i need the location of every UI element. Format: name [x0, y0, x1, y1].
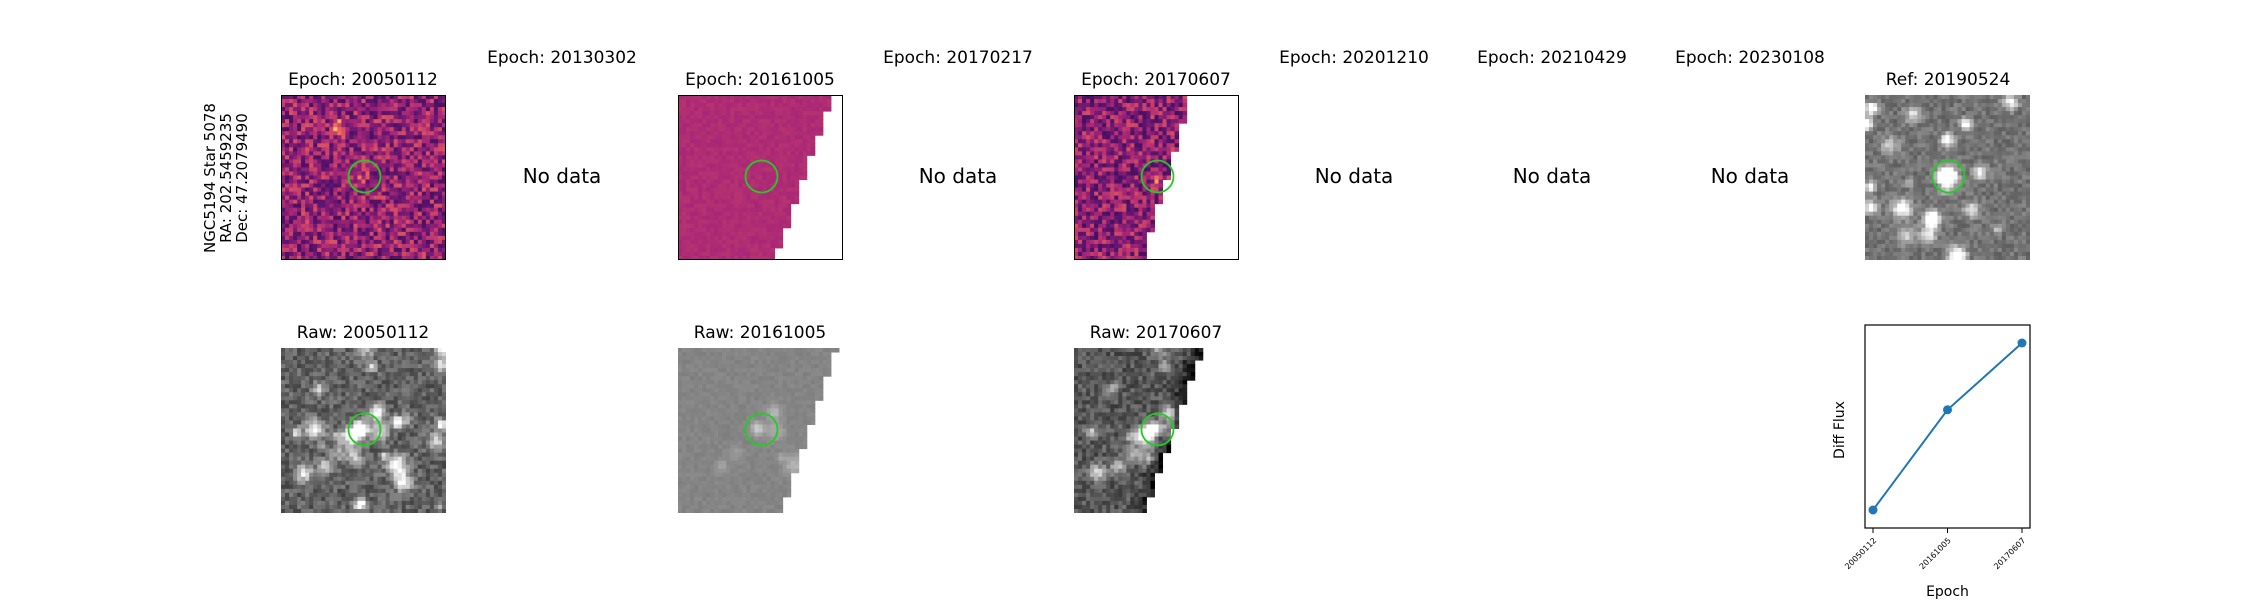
aperture-circle [1931, 159, 1966, 194]
epoch-title-6: Epoch: 20201210 [1279, 48, 1429, 68]
y-axis-label: Diff Flux [1832, 401, 1848, 459]
no-data-20201210: No data [1314, 164, 1394, 188]
aperture-circle [347, 412, 382, 447]
raw-image-20161005 [678, 348, 843, 513]
x-axis-label: Epoch [1926, 584, 1969, 600]
star-dec: Dec: 47.2079490 [233, 113, 251, 243]
epoch-title-2: Epoch: 20130302 [487, 48, 637, 68]
data-point-20170607 [2017, 338, 2027, 348]
plot-frame [1864, 324, 2031, 529]
raw-title-3: Raw: 20170607 [1089, 323, 1223, 343]
raw-image-20050112 [281, 348, 446, 513]
data-point-20050112 [1868, 505, 1878, 515]
star-label: NGC5194 Star 5078 RA: 202.5459235 Dec: 4… [201, 103, 251, 253]
aperture-circle [1140, 412, 1175, 447]
diff-image-20161005 [678, 95, 843, 260]
star-ra: RA: 202.5459235 [217, 113, 235, 243]
no-data-20210429: No data [1512, 164, 1592, 188]
epoch-title-4: Epoch: 20170217 [883, 48, 1033, 68]
diff-image-20170607 [1074, 95, 1239, 260]
aperture-circle [744, 412, 779, 447]
x-tick-label-20050112: 20050112 [1843, 536, 1878, 571]
no-data-20130302: No data [522, 164, 602, 188]
raw-title-2: Raw: 20161005 [693, 323, 827, 343]
diff-flux-chart: 20050112 20161005 20170607 Diff Flux Epoch [1832, 324, 2031, 600]
series-line [1872, 342, 2023, 511]
no-data-20230108: No data [1710, 164, 1790, 188]
aperture-circle [744, 159, 779, 194]
diff-image-20050112 [281, 95, 446, 260]
ref-title: Ref: 20190524 [1885, 70, 2011, 90]
raw-image-20170607 [1074, 348, 1239, 513]
epoch-title-3: Epoch: 20161005 [685, 70, 835, 90]
raw-title-1: Raw: 20050112 [296, 323, 430, 343]
aperture-circle [1140, 159, 1175, 194]
star-name: NGC5194 Star 5078 [201, 103, 219, 253]
x-tick-label-20170607: 20170607 [1992, 536, 2027, 571]
epoch-title-8: Epoch: 20230108 [1675, 48, 1825, 68]
aperture-circle [347, 159, 382, 194]
data-point-20161005 [1943, 405, 1952, 415]
epoch-title-5: Epoch: 20170607 [1081, 70, 1231, 90]
epoch-title-1: Epoch: 20050112 [288, 70, 438, 90]
ref-image-20190524 [1865, 95, 2030, 260]
x-tick-label-20161005: 20161005 [1918, 536, 1953, 571]
epoch-title-7: Epoch: 20210429 [1477, 48, 1627, 68]
no-data-20170217: No data [918, 164, 998, 188]
